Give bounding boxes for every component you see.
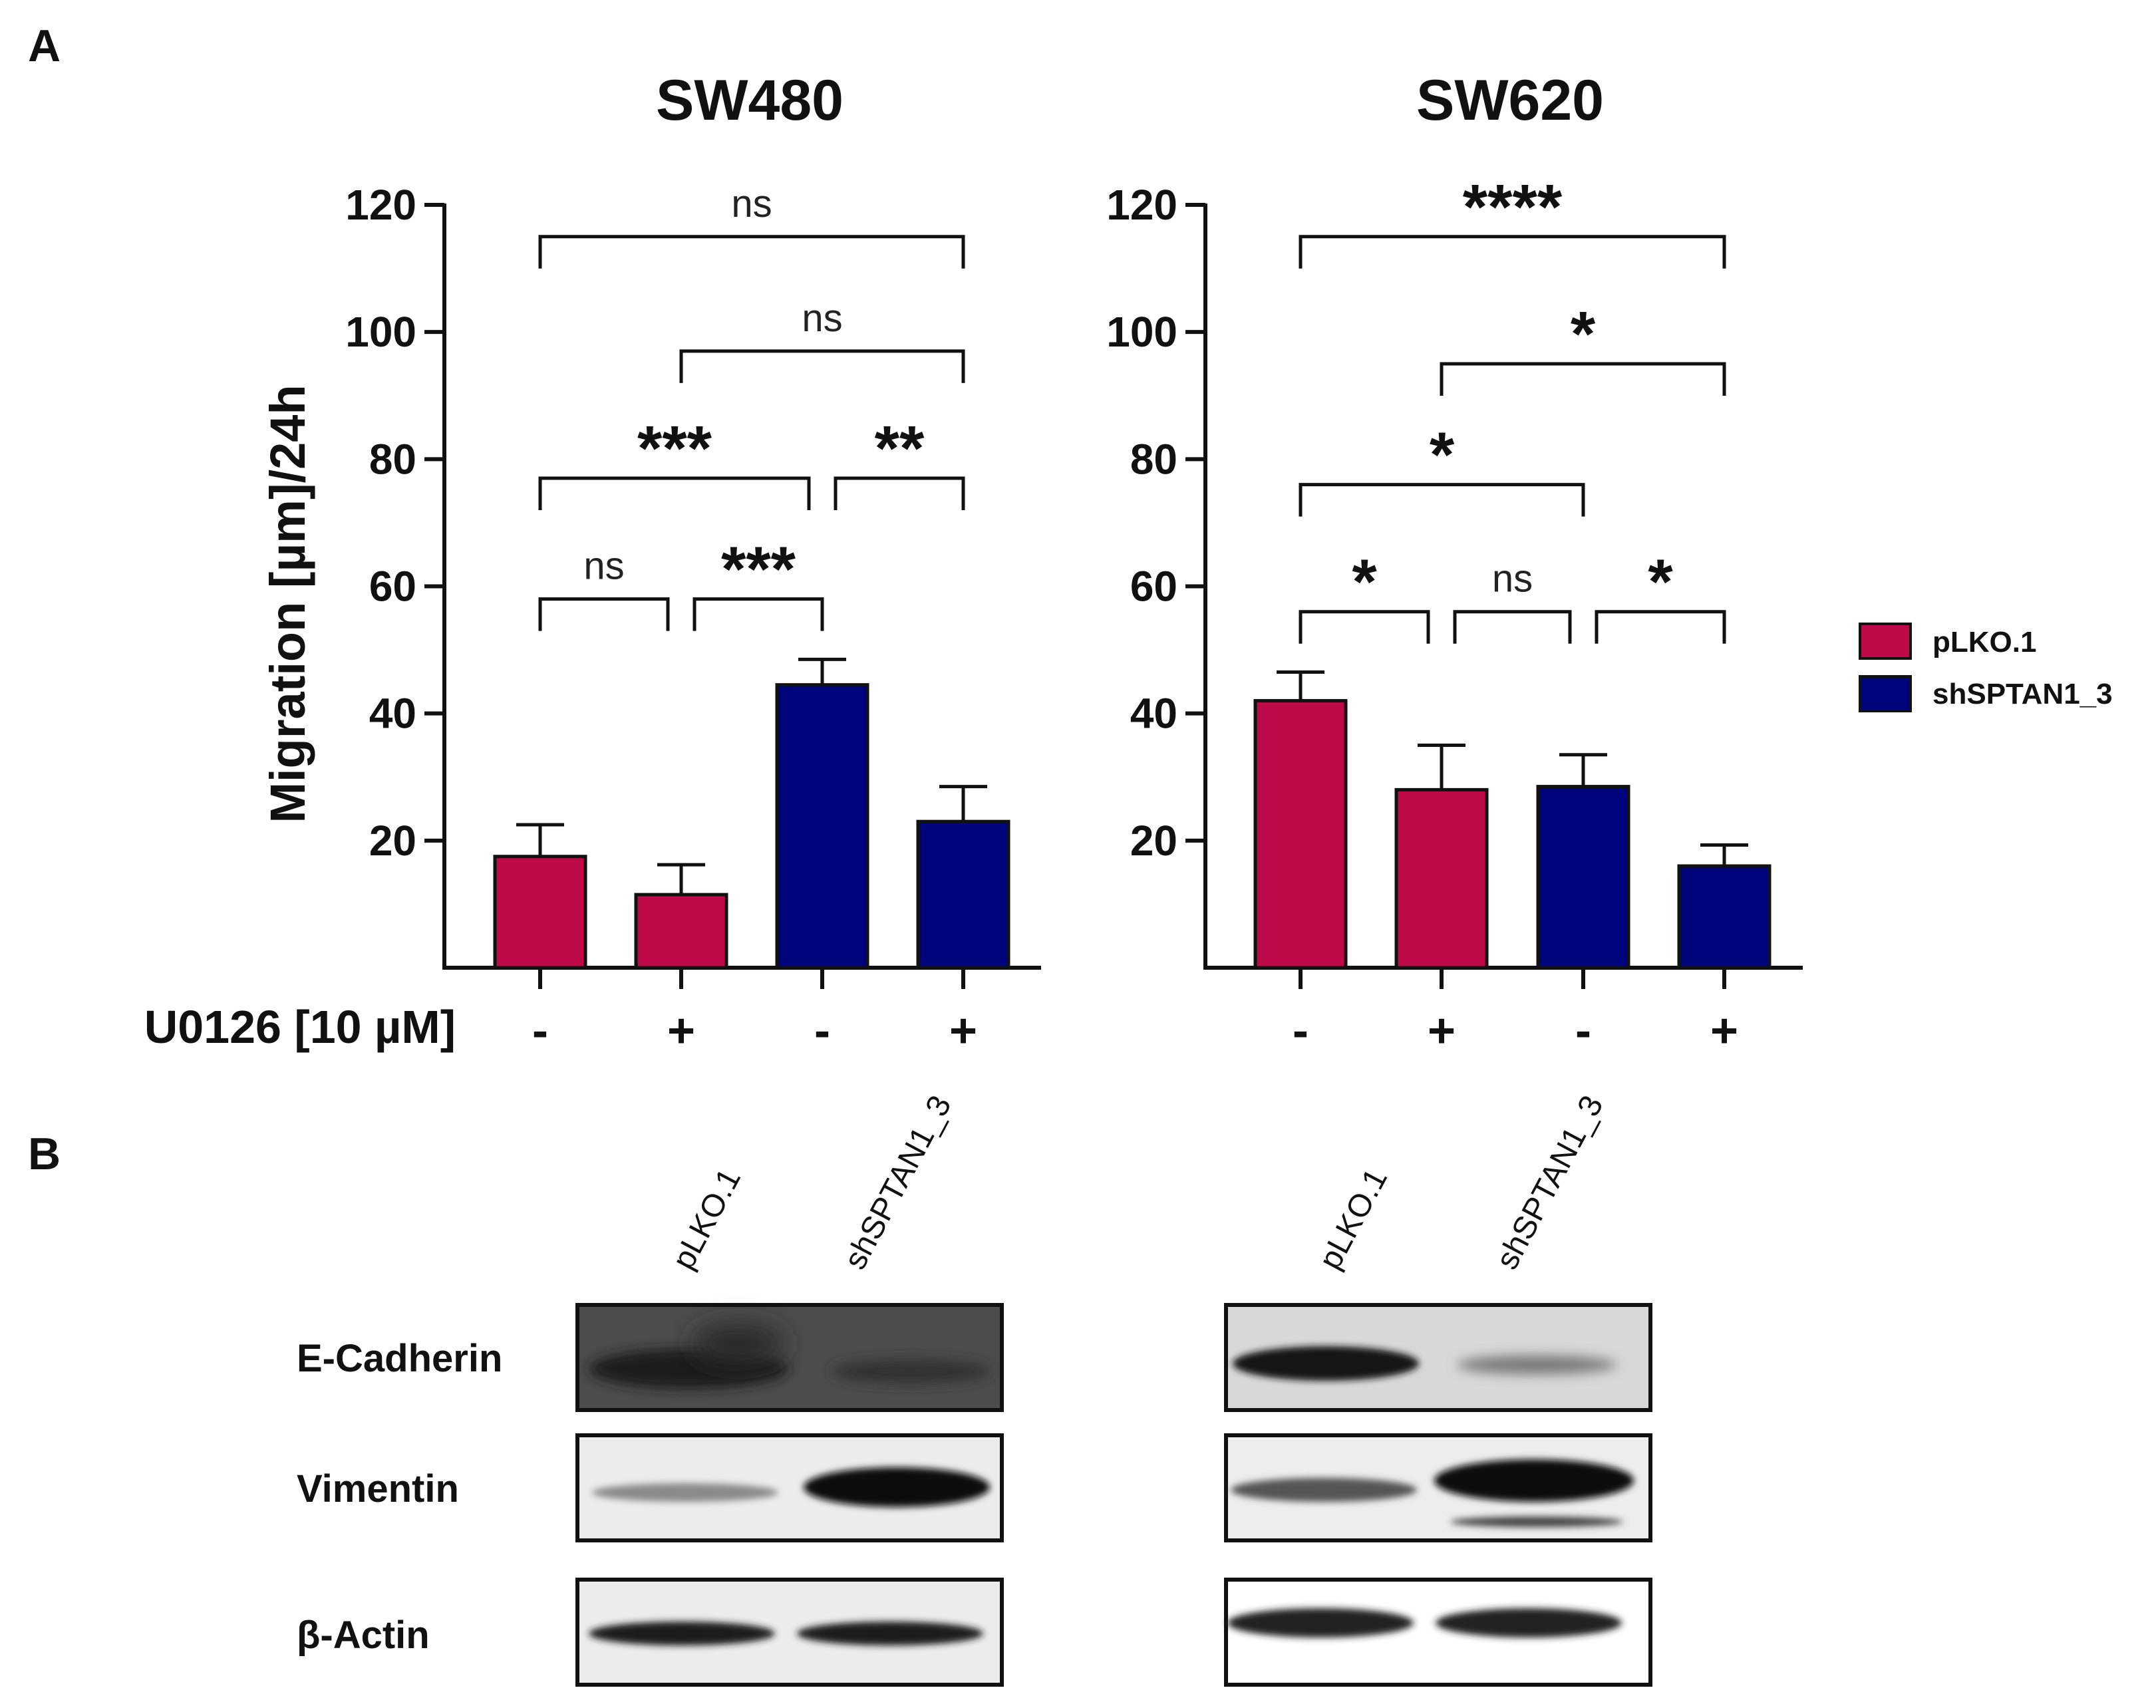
bar xyxy=(775,683,869,970)
significance-brackets: ******* ns * xyxy=(1299,172,1726,644)
condition-value: + xyxy=(949,1004,977,1058)
legend-swatch-shsptan1 xyxy=(1859,675,1912,712)
significance-label: ns xyxy=(1492,557,1533,601)
lane-label-sw480-shsptan1: shSPTAN1_3 xyxy=(838,1090,959,1276)
significance-bracket xyxy=(538,476,811,511)
bar xyxy=(1677,864,1771,970)
bars xyxy=(1253,670,1771,970)
bars xyxy=(493,657,1010,970)
axes: 20 40 60 80 100 120 xyxy=(1106,181,1803,989)
bar xyxy=(634,893,728,970)
condition-labels: - + - + xyxy=(1293,1004,1738,1058)
y-tick-label: 120 xyxy=(1106,181,1177,229)
significance-bracket xyxy=(834,476,965,511)
bar xyxy=(916,819,1010,970)
significance-label: ** xyxy=(875,413,925,484)
row-label-e-cadherin: E-Cadherin xyxy=(297,1337,502,1380)
significance-label: **** xyxy=(1463,172,1563,243)
axes: 20 40 60 80 100 120 xyxy=(345,181,1041,989)
significance-bracket xyxy=(538,597,670,631)
y-tick-label: 100 xyxy=(345,308,416,356)
y-tick-label: 40 xyxy=(369,690,416,738)
condition-value: - xyxy=(532,1004,548,1058)
y-axis-label: Migration [µm]/24h xyxy=(260,384,315,823)
blot-sw620-beta-actin xyxy=(1224,1578,1652,1687)
y-tick-label: 20 xyxy=(1130,817,1177,865)
significance-label: *** xyxy=(721,534,796,605)
blot-sw480-beta-actin xyxy=(575,1578,1004,1687)
y-tick-label: 80 xyxy=(1130,435,1177,483)
y-tick-label: 40 xyxy=(1130,690,1177,738)
legend-swatch-plko1 xyxy=(1859,623,1912,660)
significance-bracket xyxy=(1595,610,1726,644)
western-blot: pLKO.1 shSPTAN1_3 pLKO.1 shSPTAN1_3 E-Ca… xyxy=(297,1090,1652,1687)
bar xyxy=(1253,699,1348,970)
y-tick-label: 20 xyxy=(369,817,416,865)
blot-sw480-vimentin xyxy=(575,1433,1004,1542)
y-tick-label: 120 xyxy=(345,181,416,229)
y-tick-label: 80 xyxy=(369,435,416,483)
row-label-beta-actin: β-Actin xyxy=(297,1614,430,1657)
significance-label: *** xyxy=(637,413,712,484)
condition-value: - xyxy=(814,1004,830,1058)
chart-title: SW620 xyxy=(1416,69,1604,132)
lane-label-sw620-plko1: pLKO.1 xyxy=(1312,1163,1394,1276)
bar xyxy=(493,855,587,970)
blot-sw620-vimentin xyxy=(1224,1433,1652,1542)
significance-bracket xyxy=(1440,362,1726,396)
bar xyxy=(1536,785,1630,970)
significance-bracket xyxy=(1453,610,1572,644)
panel-label-a: A xyxy=(28,21,61,71)
condition-value: - xyxy=(1293,1004,1309,1058)
condition-label: U0126 [10 µM] xyxy=(144,1001,456,1053)
condition-value: + xyxy=(1710,1004,1738,1058)
chart-sw480: SW480 Migration [µm]/24h 20406080100120 … xyxy=(260,69,1041,1058)
condition-labels: - + - + xyxy=(532,1004,977,1058)
condition-value: - xyxy=(1575,1004,1591,1058)
significance-label: * xyxy=(1430,420,1455,491)
chart-title: SW480 xyxy=(656,69,844,132)
significance-label: * xyxy=(1571,299,1596,370)
significance-bracket xyxy=(679,349,965,383)
row-label-vimentin: Vimentin xyxy=(297,1467,459,1510)
panel-label-b: B xyxy=(28,1129,61,1179)
significance-bracket xyxy=(538,235,965,269)
significance-label: ns xyxy=(802,297,842,340)
significance-label: * xyxy=(1648,547,1673,618)
condition-value: + xyxy=(1428,1004,1456,1058)
significance-label: ns xyxy=(731,182,772,225)
significance-bracket xyxy=(1299,483,1585,517)
legend-label-plko1: pLKO.1 xyxy=(1932,626,2036,658)
y-tick-label: 60 xyxy=(369,563,416,611)
lane-label-sw480-plko1: pLKO.1 xyxy=(666,1163,748,1276)
condition-value: + xyxy=(667,1004,695,1058)
y-tick-label: 100 xyxy=(1106,308,1177,356)
significance-bracket xyxy=(1299,235,1726,269)
blot-sw620-e-cadherin xyxy=(1224,1303,1652,1412)
y-tick-label: 60 xyxy=(1130,563,1177,611)
legend-label-shsptan1: shSPTAN1_3 xyxy=(1932,678,2113,710)
significance-bracket xyxy=(1299,610,1430,644)
significance-label: ns xyxy=(583,545,624,588)
bar xyxy=(1394,787,1489,970)
legend: pLKO.1 shSPTAN1_3 xyxy=(1859,623,2113,712)
significance-label: * xyxy=(1352,547,1377,618)
blot-sw480-e-cadherin xyxy=(575,1303,1004,1412)
significance-bracket xyxy=(693,597,824,631)
lane-label-sw620-shsptan1: shSPTAN1_3 xyxy=(1489,1090,1611,1276)
